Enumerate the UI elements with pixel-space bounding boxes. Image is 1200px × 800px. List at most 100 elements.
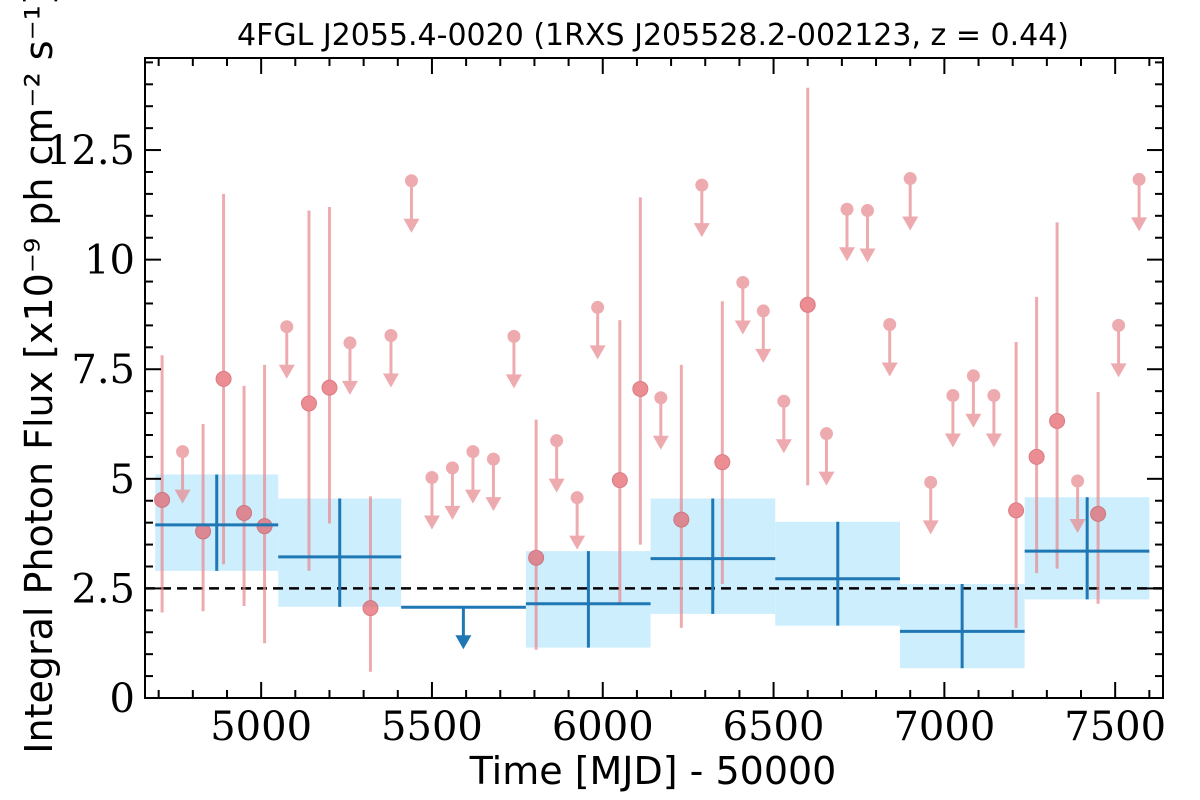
y-tick-label: 0 [110, 676, 135, 722]
short-bin-point [236, 385, 253, 606]
short-bin-point [693, 178, 710, 238]
short-bin-point [839, 202, 856, 262]
long-bin-point [155, 474, 279, 571]
short-bin-point [859, 204, 876, 263]
x-tick-label: 5000 [210, 704, 312, 750]
short-bin-point [300, 210, 317, 571]
short-bin-point [755, 304, 772, 363]
upper-limit-marker [280, 320, 294, 334]
upper-limit-marker [591, 300, 605, 314]
long-bin-point [899, 584, 1025, 669]
short-bin-point [341, 336, 358, 395]
short-bin-point [278, 320, 295, 379]
data-point [1028, 448, 1045, 465]
chart-title: 4FGL J2055.4-0020 (1RXS J205528.2-002123… [237, 18, 1069, 53]
data-point [1008, 502, 1025, 519]
short-bin-point [1090, 392, 1107, 604]
upper-limit-marker [695, 178, 709, 192]
upper-limit-marker [777, 394, 791, 408]
long-bin-bands [155, 474, 1150, 669]
upper-limit-arrowhead [818, 471, 835, 486]
short-bin-point [174, 445, 191, 504]
upper-limit-arrowhead [734, 320, 751, 335]
short-bin-point [362, 496, 379, 672]
short-bin-point [1110, 318, 1127, 378]
upper-limit-marker [445, 461, 459, 475]
short-bin-point [505, 329, 522, 389]
short-bin-point [382, 328, 399, 388]
y-axis-title: Integral Photon Flux [x10⁻⁹ ph cm⁻² s⁻¹] [17, 0, 61, 754]
long-bin-point [401, 605, 526, 650]
short-bin-point [775, 394, 792, 454]
short-bin-point [256, 364, 273, 644]
upper-limit-arrowhead [444, 505, 461, 520]
upper-limit-marker [466, 445, 480, 459]
upper-limit-marker [654, 391, 668, 405]
upper-limit-arrowhead [902, 216, 919, 231]
upper-limit-arrowhead [839, 247, 856, 262]
data-point [799, 296, 816, 313]
upper-limit-arrowhead [859, 248, 876, 263]
short-bin-point [569, 491, 586, 550]
y-tick-label: 2.5 [71, 566, 135, 612]
short-bin-point [632, 197, 649, 545]
short-bin-point [1028, 296, 1045, 574]
upper-limit-marker [550, 434, 564, 448]
long-bin-point [525, 551, 651, 648]
upper-limit-arrowhead [944, 433, 961, 448]
upper-limit-arrowhead [985, 433, 1002, 448]
short-bin-point [485, 452, 502, 512]
data-point [714, 454, 731, 471]
short-bin-point [944, 389, 961, 448]
long-bin-series [155, 474, 1150, 669]
upper-limit-arrowhead [775, 439, 792, 454]
upper-limit-marker [966, 369, 980, 383]
short-bin-point [444, 461, 461, 520]
upper-limit-arrowhead [755, 348, 772, 363]
short-bin-point [154, 355, 171, 613]
upper-limit-marker [946, 389, 960, 403]
x-tick-label: 7000 [893, 704, 995, 750]
upper-limit-marker [507, 329, 521, 343]
upper-limit-arrowhead [1069, 519, 1086, 534]
long-bin-point [775, 521, 900, 626]
upper-limit-arrowhead [382, 373, 399, 388]
upper-limit-marker [861, 204, 875, 218]
short-bin-point [215, 193, 232, 565]
upper-limit-arrowhead [965, 413, 982, 428]
short-bin-point [423, 471, 440, 530]
short-bin-point [464, 445, 481, 504]
data-point [215, 370, 232, 387]
upper-limit-arrowhead [485, 497, 502, 512]
upper-limit-arrowhead [922, 520, 939, 535]
data-point [154, 491, 171, 508]
x-tick-label: 7500 [1064, 704, 1166, 750]
data-point [1090, 505, 1107, 522]
upper-limit-arrowhead [403, 218, 420, 233]
axes [144, 57, 1164, 699]
data-point [632, 380, 649, 397]
short-bin-point [1131, 172, 1148, 232]
upper-limit-marker [343, 336, 357, 350]
upper-limit-arrowhead [341, 380, 358, 395]
upper-limit-arrowhead [1131, 217, 1148, 232]
upper-limit-marker [820, 427, 834, 441]
short-bin-point [611, 320, 628, 604]
short-bin-point [528, 419, 545, 650]
upper-limit-marker [840, 202, 854, 216]
upper-limit-arrowhead [881, 362, 898, 377]
short-bin-point [1049, 222, 1066, 569]
upper-limit-marker [987, 389, 1001, 403]
upper-limit-marker [486, 452, 500, 466]
y-tick-label: 10 [84, 238, 135, 284]
x-tick-label: 6000 [552, 704, 654, 750]
upper-limit-arrowhead [1110, 363, 1127, 378]
short-bin-point [965, 369, 982, 428]
x-tick-label: 6500 [723, 704, 825, 750]
short-bin-point [818, 427, 835, 486]
upper-limit-marker [756, 304, 770, 318]
short-bin-point [548, 434, 565, 493]
y-tick-label: 7.5 [71, 347, 135, 393]
upper-limit-arrowhead [278, 364, 295, 379]
upper-limit-marker [883, 318, 897, 332]
